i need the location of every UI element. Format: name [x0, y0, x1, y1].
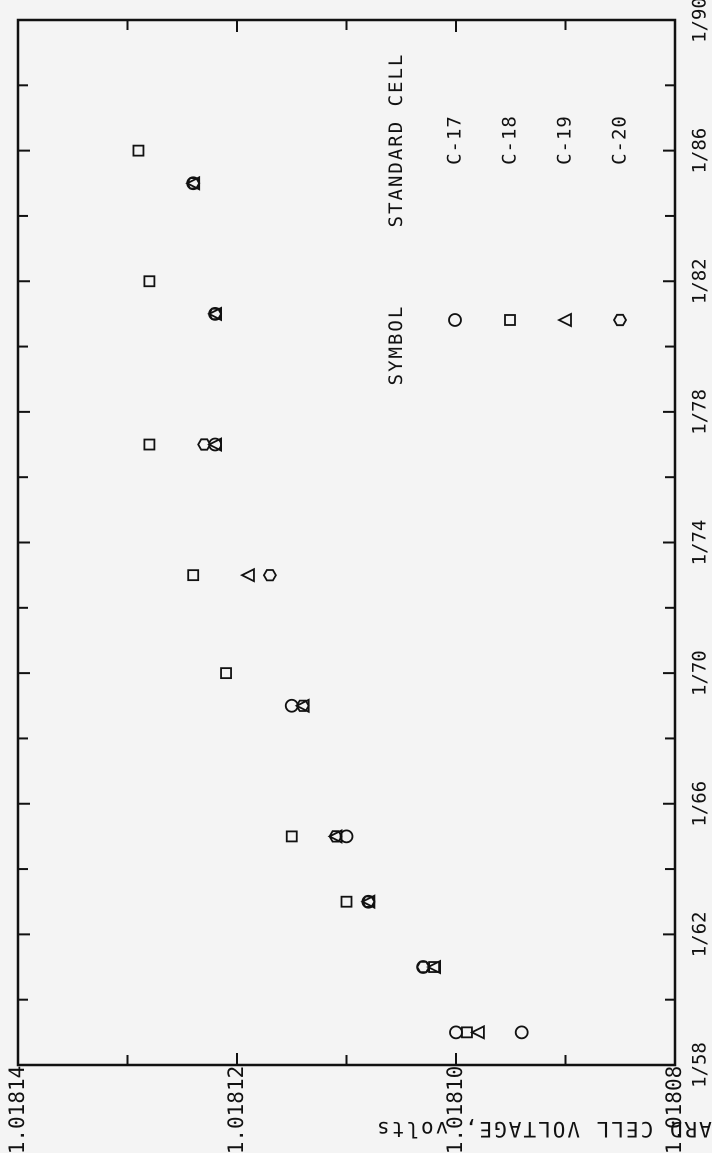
x-tick-label: 1/62 [689, 911, 711, 957]
data-markers [132, 144, 529, 1040]
marker-square [340, 895, 353, 908]
x-tick-labels: 1/58 1/62 1/66 1/70 1/74 1/78 1/82 1/86 1/90 [689, 0, 711, 1088]
marker-square [187, 569, 200, 582]
legend-label: C-19 [554, 115, 576, 165]
marker-square [220, 667, 232, 680]
marker-triangle [556, 312, 572, 328]
marker-hexagon [186, 177, 201, 190]
legend-header-cell: STANDARD CELL [385, 53, 407, 228]
marker-square [143, 438, 156, 451]
y-tick-label: 1.01814 [5, 1066, 29, 1153]
marker-hexagon [262, 569, 277, 582]
x-tick-label: 1/58 [689, 1042, 711, 1088]
x-tick-label: 1/90 [689, 0, 711, 43]
x-tick-label: 1/78 [689, 389, 711, 435]
legend: SYMBOL STANDARD CELL C-17 C-18 C-19 C-20 [385, 53, 631, 386]
x-tick-label: 1/70 [689, 650, 711, 696]
marker-triangle [239, 567, 255, 583]
marker-triangle [426, 959, 442, 975]
y-axis-label: STANDARD CELL VOLTAGE, volts [375, 1117, 712, 1141]
marker-triangle [469, 1024, 485, 1040]
marker-square [132, 144, 145, 157]
legend-header-symbol: SYMBOL [385, 305, 407, 386]
legend-label: C-17 [444, 115, 466, 165]
x-tick-label: 1/74 [689, 520, 711, 566]
y-tick-label: 1.01808 [662, 1066, 686, 1153]
plot-frame [16, 18, 677, 1067]
y-tick-label: 1.01810 [443, 1066, 467, 1153]
marker-triangle [207, 437, 223, 452]
marker-circle [448, 313, 462, 327]
marker-hexagon [612, 313, 628, 327]
marker-circle [339, 829, 354, 844]
x-tick-label: 1/86 [689, 128, 711, 174]
marker-hexagon [197, 438, 212, 451]
legend-label: C-18 [499, 115, 521, 165]
marker-square [285, 830, 298, 843]
marker-square [504, 314, 516, 326]
x-tick-label: 1/82 [689, 258, 711, 304]
marker-square [143, 275, 156, 288]
marker-hexagon [208, 307, 223, 321]
x-tick-label: 1/66 [689, 781, 711, 827]
marker-hexagon [416, 960, 431, 974]
y-tick-label: 1.01812 [224, 1066, 248, 1153]
tick-marks [17, 19, 676, 1066]
marker-hexagon [328, 830, 343, 843]
legend-label: C-20 [609, 115, 631, 165]
marker-circle [514, 1025, 529, 1040]
marker-hexagon [361, 895, 376, 908]
marker-circle [449, 1025, 463, 1040]
y-tick-labels: 1.01808 1.01810 1.01812 1.01814 [5, 1066, 686, 1153]
marker-hexagon [295, 699, 310, 712]
